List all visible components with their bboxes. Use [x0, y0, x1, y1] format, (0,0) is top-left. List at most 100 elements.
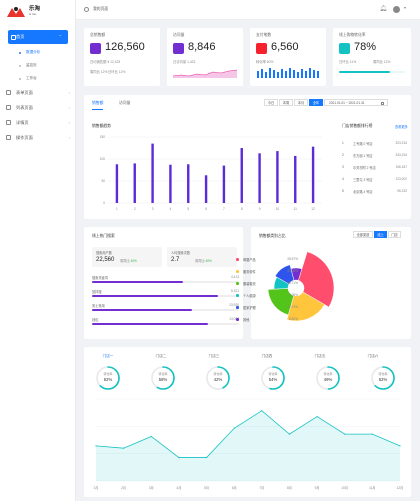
logo-icon — [7, 7, 25, 17]
gauge-ring — [96, 366, 120, 390]
x-tick-label: 1月 — [94, 486, 99, 490]
category-pie-chart — [267, 251, 335, 322]
search-icon[interactable] — [84, 7, 89, 12]
gauge-progress — [206, 366, 230, 390]
area-point — [261, 410, 263, 412]
sidebar-item-operations[interactable]: 操作页面 › — [0, 130, 76, 145]
store-gauge: 转化率 62% — [95, 365, 121, 391]
legend-name: 服装鞋衣 — [243, 282, 256, 286]
gauge-label: 转化率 — [268, 372, 278, 376]
date-range-picker[interactable]: 2021.01.01 ~ 2021.01.31 — [324, 99, 388, 106]
sidebar-item-lists[interactable]: 列表页面 › — [0, 100, 76, 115]
sales-chart-title: 销售额趋势 — [92, 124, 111, 128]
keyword-count: 23,920 — [229, 303, 239, 307]
store-tab[interactable]: 门店六 — [367, 354, 379, 358]
store-tab[interactable]: 门店四 — [261, 354, 273, 358]
rank-row: 4 三里屯 3 号店 123,002 — [342, 177, 407, 187]
rank-row: 5 北京路 4 号店 96,232 — [342, 189, 407, 199]
store-tab[interactable]: 门店三 — [208, 354, 220, 358]
keyword-bar — [92, 295, 239, 297]
gauge-value: 42% — [213, 377, 223, 382]
x-tick-label: 3 — [152, 207, 154, 211]
dot-icon — [19, 77, 21, 80]
legend-percent: 12.73% — [287, 305, 298, 309]
x-tick-label: 7月 — [259, 486, 264, 490]
area-point — [316, 415, 318, 418]
page-title: 我的页面 — [93, 7, 109, 11]
segment-store[interactable]: 门店 — [388, 231, 401, 238]
sidebar-item-details[interactable]: 详情页 › — [0, 115, 76, 130]
gauge-value: 49% — [323, 377, 333, 382]
segment-all-channels[interactable]: 全部渠道 — [353, 231, 373, 238]
sidebar-item-analysis[interactable]: 数据分析 — [0, 46, 76, 59]
legend-swatch — [236, 270, 239, 273]
search-users-stat: 搜索用户数 22,560 周同比 40% — [92, 247, 162, 267]
rank-index: 4 — [342, 177, 344, 181]
topbar: 我的页面 🔔︎ ▾ — [76, 0, 420, 20]
chevron-right-icon: › — [68, 105, 70, 110]
date-range-text: 2021.01.01 ~ 2021.01.31 — [329, 101, 365, 105]
kpi-card-sales: 总销售额 126,560 日均销售额 ¥ 12,423 周同比 12% 日环比 … — [84, 28, 160, 86]
bar — [115, 164, 119, 203]
rank-index: 1 — [342, 141, 344, 145]
pie-slice — [274, 264, 295, 285]
store-tab[interactable]: 门店五 — [314, 354, 326, 358]
range-year-button[interactable]: 全年 — [309, 99, 323, 106]
bar — [311, 146, 315, 203]
range-today-button[interactable]: 今日 — [264, 99, 278, 106]
keyword-bar-fill — [92, 295, 219, 297]
sidebar-item-workbench[interactable]: 工作台 — [0, 72, 76, 85]
sidebar-item-forms[interactable]: 表单页面 › — [0, 85, 76, 100]
kpi-subtext: 转化率 60% — [256, 60, 274, 64]
bar — [151, 143, 154, 203]
store-tab[interactable]: 门店一 — [102, 354, 114, 358]
bar — [276, 151, 279, 203]
pie-slice — [267, 288, 295, 316]
segment-online[interactable]: 线上 — [374, 231, 387, 238]
bar — [258, 153, 261, 203]
gauge-ring — [151, 366, 175, 390]
store-tab[interactable]: 门店二 — [155, 354, 167, 358]
kpi-weekly: 周同比 12% — [90, 70, 108, 74]
kpi-weekly: 周同比 12% — [373, 60, 391, 64]
tab-visits[interactable]: 访问量 — [119, 101, 131, 105]
x-tick-label: 12月 — [397, 486, 404, 490]
bar — [133, 163, 136, 203]
gauge-label: 转化率 — [213, 372, 223, 376]
rank-amount: 343,234 — [395, 153, 407, 157]
gauge-value: 58% — [158, 377, 168, 382]
app-logo: 乐淘 le tao — [6, 4, 76, 20]
legend-percent: 8.82% — [288, 317, 298, 321]
rank-more-link[interactable]: 查看更多 — [395, 125, 408, 129]
gauge-label: 转化率 — [323, 372, 333, 376]
bar — [294, 155, 297, 203]
x-tick-label: 2 — [134, 207, 136, 211]
area-point — [288, 433, 291, 435]
x-tick-label: 6月 — [232, 486, 237, 490]
keyword-name: 搜索关键词 — [92, 276, 108, 280]
chevron-down-icon[interactable]: ▾ — [403, 5, 406, 10]
legend-swatch — [236, 282, 239, 285]
store-gauge: 转化率 58% — [150, 365, 176, 391]
rank-title: 门店销售额排行榜 — [342, 124, 373, 128]
wallet-icon — [90, 43, 101, 54]
dot-icon — [19, 51, 21, 54]
rank-store-name: 工专路 0 号店 — [353, 142, 373, 146]
avatar[interactable] — [393, 6, 400, 13]
sidebar-item-monitor[interactable]: 监控页 — [0, 59, 76, 72]
keyword-bar-fill — [92, 281, 184, 283]
tab-sales[interactable]: 销售额 — [92, 101, 104, 110]
sidebar-item-home[interactable]: 首页 ⌃ — [8, 30, 68, 44]
range-month-button[interactable]: 本月 — [294, 99, 308, 106]
kpi-daily: 日环比 12% — [108, 70, 126, 74]
kpi-value: 8,846 — [188, 41, 216, 53]
bell-icon[interactable]: 🔔︎ — [379, 6, 387, 12]
range-week-button[interactable]: 本周 — [279, 99, 293, 106]
x-tick-label: 4月 — [176, 486, 181, 490]
legend-row: 母婴产品 28.57% — [236, 257, 298, 267]
gauge-progress — [261, 366, 285, 390]
store-area-chart: 1月 2月 3月 4月 5月 6月 7月 8月 9月 10月 11月 12月 — [94, 398, 404, 490]
bar — [187, 164, 190, 203]
sidebar: 乐淘 le tao 首页 ⌃ 数据分析 监控页 工作台 表单页面 › 列表页面 — [0, 0, 76, 501]
sidebar-item-label: 表单页面 — [16, 90, 33, 95]
